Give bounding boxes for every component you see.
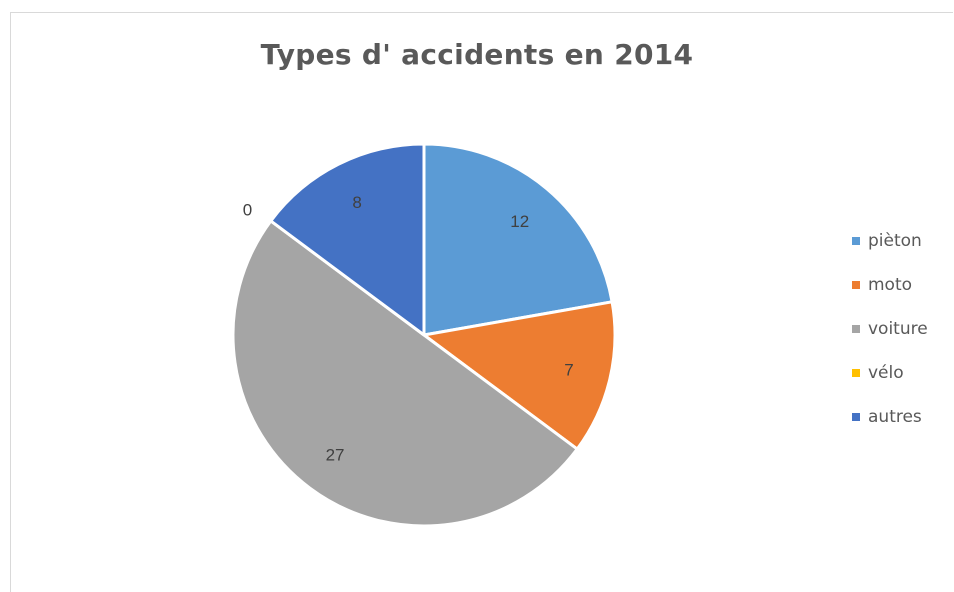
data-label-pieton: 12: [510, 212, 529, 231]
legend-item-velo: vélo: [852, 362, 928, 384]
legend-label: moto: [868, 275, 913, 295]
legend: pièton moto voiture vélo autres: [852, 230, 928, 450]
data-label-voiture: 27: [326, 446, 345, 465]
data-label-velo: 0: [243, 201, 252, 220]
pie-slice-pieton: [422, 142, 614, 337]
legend-swatch: [852, 281, 860, 289]
pie-slice-moto: [422, 300, 617, 451]
legend-label: vélo: [868, 363, 904, 383]
chart-title: Types d' accidents en 2014: [260, 38, 694, 71]
data-label-moto: 7: [564, 360, 573, 379]
legend-swatch: [852, 413, 860, 421]
legend-swatch: [852, 237, 860, 245]
pie-slice-autres: [269, 142, 426, 337]
legend-swatch: [852, 369, 860, 377]
pie-slice-voiture: [231, 219, 579, 528]
legend-item-voiture: voiture: [852, 318, 928, 340]
legend-item-moto: moto: [852, 274, 928, 296]
legend-label: pièton: [868, 231, 922, 251]
legend-item-pieton: pièton: [852, 230, 928, 252]
legend-label: autres: [868, 407, 922, 427]
data-label-autres: 8: [352, 193, 361, 212]
legend-item-autres: autres: [852, 406, 928, 428]
legend-swatch: [852, 325, 860, 333]
legend-label: voiture: [868, 319, 928, 339]
